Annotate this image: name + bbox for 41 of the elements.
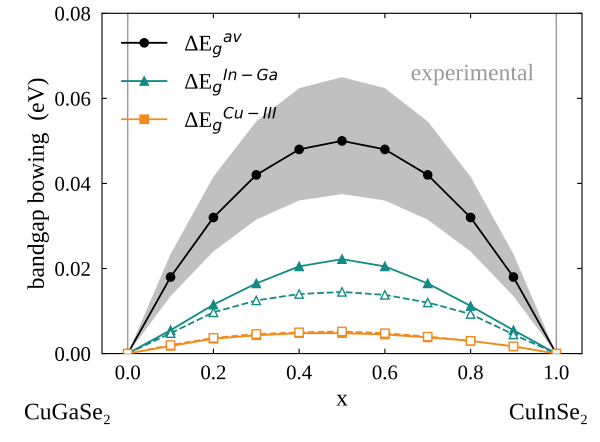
legend-label: ΔE$_{g}$$^{In−Ga}$ xyxy=(185,68,278,96)
text: CuInSe₂ xyxy=(510,404,587,424)
point xyxy=(337,287,347,297)
point xyxy=(337,254,347,264)
y-tick-label: 0.00 xyxy=(55,346,90,362)
point xyxy=(208,212,218,222)
point xyxy=(294,289,304,299)
point xyxy=(466,301,476,311)
point xyxy=(251,170,262,180)
point xyxy=(422,278,433,288)
point xyxy=(380,290,390,300)
point xyxy=(508,272,518,282)
annotation: experimental xyxy=(412,64,534,86)
point xyxy=(251,296,262,306)
x-tick-label: 0.8 xyxy=(458,365,483,380)
point xyxy=(466,309,476,319)
point xyxy=(380,144,390,154)
point xyxy=(251,278,262,288)
y-tick-label: 0.04 xyxy=(55,176,91,191)
point xyxy=(337,136,347,146)
y-tick-label: 0.06 xyxy=(55,92,90,106)
point xyxy=(380,262,390,272)
y-axis-title: bandgap bowing (eV) xyxy=(27,78,49,290)
text: CuGaSe₂ xyxy=(24,404,110,424)
legend-label: ΔE$_{g}$$^{av}$ xyxy=(185,33,242,58)
point xyxy=(466,212,476,222)
point xyxy=(422,170,433,180)
x-tick-label: 1.0 xyxy=(545,365,569,380)
x-tick-label: 0.2 xyxy=(201,365,226,380)
x-tick-label: 0.0 xyxy=(115,365,140,380)
point xyxy=(294,262,304,272)
x-tick-label: 0.4 xyxy=(286,365,312,380)
point xyxy=(422,298,433,308)
x-axis-title: x xyxy=(336,394,348,406)
point xyxy=(208,300,218,310)
point xyxy=(294,144,304,154)
point xyxy=(166,272,176,282)
y-tick-label: 0.02 xyxy=(55,262,90,276)
y-tick-label: 0.08 xyxy=(55,6,90,21)
x-tick-label: 0.6 xyxy=(372,365,398,380)
legend-label: ΔE$_{g}$$^{Cu−III}$ xyxy=(185,106,276,134)
